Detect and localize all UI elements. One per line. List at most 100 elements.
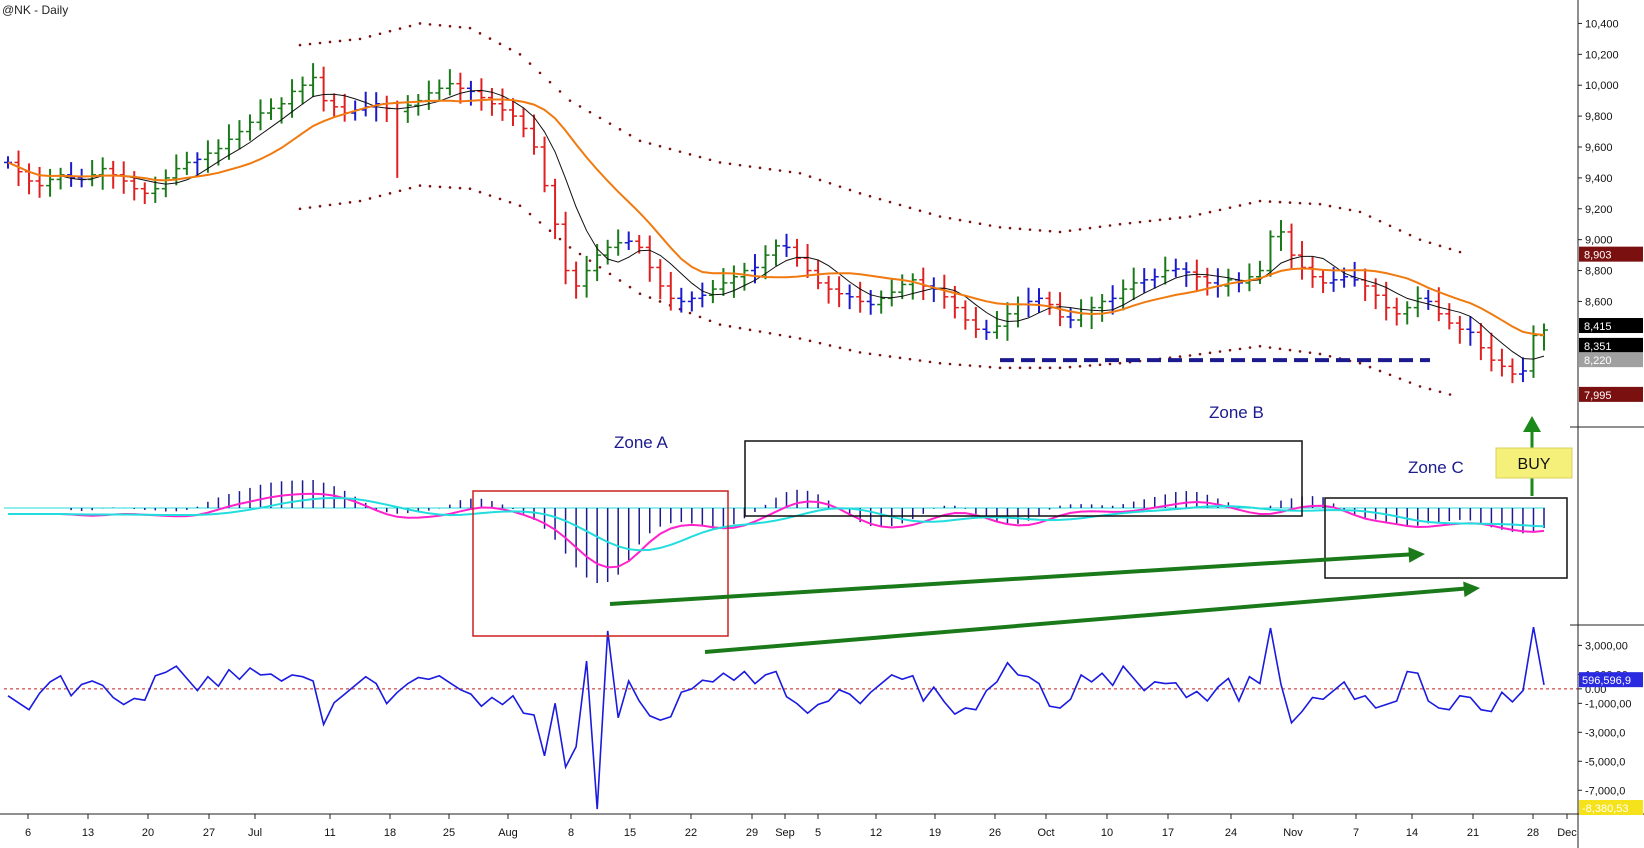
band-dot (758, 330, 762, 333)
band-dot (488, 37, 492, 40)
band-dot (908, 357, 912, 361)
band-dot (838, 185, 842, 188)
band-dot (1188, 215, 1192, 218)
band-dot (778, 333, 782, 337)
x-tick-label: 12 (870, 827, 882, 839)
band-dot (1028, 228, 1032, 231)
x-tick-label: 19 (929, 827, 941, 839)
band-dot (458, 25, 462, 29)
x-tick-label: 8 (568, 827, 574, 839)
band-dot (1368, 215, 1372, 218)
band-dot (828, 181, 832, 185)
band-dot (698, 155, 702, 159)
band-dot (1138, 220, 1142, 224)
band-dot (688, 153, 692, 156)
band-dot (768, 167, 772, 171)
band-dot (1338, 206, 1342, 210)
band-dot (808, 339, 812, 343)
price-tag-label: 8,903 (1584, 250, 1612, 262)
band-dot (878, 197, 882, 201)
band-dot (1218, 350, 1222, 353)
x-tick-label: Dec (1557, 827, 1577, 839)
zone-b-box (744, 440, 1303, 517)
band-dot (1198, 352, 1202, 356)
zone-c-box (1324, 497, 1568, 579)
band-dot (648, 142, 652, 145)
band-dot (1058, 366, 1062, 370)
band-dot (468, 187, 472, 190)
band-dot (628, 133, 632, 137)
band-dot (1238, 204, 1242, 207)
band-dot (748, 165, 752, 168)
band-dot (988, 224, 992, 227)
band-dot (548, 229, 552, 233)
band-dot (588, 110, 592, 114)
band-dot (548, 80, 552, 84)
zone-b-label: Zone B (1209, 403, 1264, 422)
price-tick-label: 9,600 (1585, 142, 1613, 154)
zone-a-label: Zone A (614, 433, 669, 452)
band-dot (708, 319, 712, 323)
band-dot (468, 26, 472, 30)
band-dot (338, 202, 342, 205)
band-dot (1438, 390, 1442, 394)
band-dot (1248, 201, 1252, 205)
band-dot (808, 175, 812, 178)
band-dot (1408, 381, 1412, 384)
band-dot (1108, 362, 1112, 366)
price-tick-label: 9,800 (1585, 111, 1613, 123)
price-tick-label: 9,000 (1585, 235, 1613, 247)
band-dot (1318, 202, 1322, 206)
buy-label: BUY (1518, 456, 1551, 473)
band-dot (568, 246, 572, 249)
osc-tick-label: -5,000,0 (1585, 756, 1625, 768)
divergence-arrow-lower (704, 586, 1473, 654)
band-dot (688, 311, 692, 315)
band-dot (1378, 219, 1382, 223)
x-tick-label: 28 (1527, 827, 1539, 839)
band-dot (558, 90, 562, 93)
band-dot (418, 22, 422, 25)
band-dot (478, 190, 482, 194)
band-dot (598, 265, 602, 269)
band-dot (738, 163, 742, 167)
band-dot (528, 62, 532, 65)
band-dot (988, 365, 992, 369)
price-tick-label: 8,800 (1585, 266, 1613, 278)
band-dot (838, 346, 842, 350)
band-dot (1188, 354, 1192, 357)
band-dot (338, 39, 342, 43)
price-tag-box (1579, 337, 1643, 353)
band-dot (1438, 244, 1442, 248)
band-dot (1298, 350, 1302, 353)
band-dot (1058, 230, 1062, 234)
band-dot (1008, 366, 1012, 370)
band-dot (1178, 216, 1182, 219)
band-dot (738, 326, 742, 330)
band-dot (448, 186, 452, 189)
x-tick-label: 22 (685, 827, 697, 839)
x-tick-label: Sep (775, 827, 795, 839)
band-dot (418, 184, 422, 187)
band-dot (1078, 365, 1082, 368)
band-dot (1088, 226, 1092, 230)
macd-signal-line (8, 496, 1545, 552)
band-dot (1428, 241, 1432, 245)
band-dot (1418, 385, 1422, 388)
band-dot (298, 43, 302, 47)
band-dot (1318, 352, 1322, 356)
band-dot (968, 364, 972, 367)
divergence-arrow-upper-head (1408, 547, 1425, 563)
price-tick-label: 10,000 (1585, 80, 1619, 92)
band-dot (438, 23, 442, 27)
band-dot (878, 353, 882, 357)
band-dot (958, 218, 962, 222)
x-tick-label: 29 (746, 827, 758, 839)
band-dot (1068, 229, 1072, 232)
band-dot (568, 99, 572, 102)
band-dot (1128, 221, 1132, 225)
band-dot (1388, 373, 1392, 377)
band-dot (728, 325, 732, 328)
band-dot (1288, 348, 1292, 352)
